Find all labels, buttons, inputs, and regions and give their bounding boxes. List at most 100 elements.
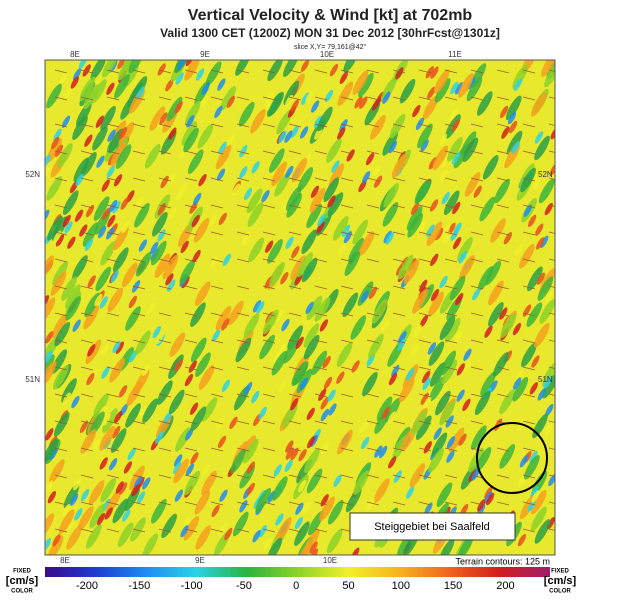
field-cell xyxy=(51,313,68,339)
wind-barb xyxy=(132,339,146,344)
field-cell xyxy=(422,377,431,391)
wind-barb xyxy=(444,258,458,263)
wind-barb xyxy=(54,150,68,155)
wind-barb xyxy=(392,339,406,344)
wind-barb xyxy=(418,285,432,290)
field-cell xyxy=(532,177,541,190)
field-cell xyxy=(142,398,158,424)
field-cell xyxy=(537,388,546,401)
field-cell xyxy=(285,440,294,453)
wind-barb xyxy=(262,231,276,236)
wind-barb xyxy=(184,69,198,74)
wind-barb xyxy=(444,366,458,371)
wind-barb xyxy=(314,474,328,479)
wind-barb xyxy=(54,258,68,263)
wind-barb xyxy=(262,150,276,155)
field-cell xyxy=(80,488,90,502)
wind-barb xyxy=(184,258,198,263)
field-cell xyxy=(45,428,54,441)
wind-barb xyxy=(522,474,536,479)
colorbar-tick-label: 0 xyxy=(293,580,299,592)
field-cell xyxy=(538,178,555,204)
wind-barb xyxy=(314,96,328,101)
field-cell xyxy=(466,76,483,102)
wind-barb xyxy=(314,447,328,452)
field-cell xyxy=(301,229,318,254)
field-cell xyxy=(115,144,132,169)
wind-barb xyxy=(548,474,555,477)
field-cell xyxy=(238,101,255,127)
wind-barb xyxy=(210,96,224,101)
field-cell xyxy=(321,441,330,455)
field-cell xyxy=(290,447,299,461)
wind-barb xyxy=(132,69,146,74)
wind-barb xyxy=(106,393,120,398)
wind-barb xyxy=(314,339,328,344)
field-cell xyxy=(127,447,136,461)
wind-barb xyxy=(340,204,354,209)
field-cell xyxy=(46,83,62,109)
field-cell xyxy=(399,377,415,403)
field-cell xyxy=(49,459,65,484)
field-cell xyxy=(109,357,125,383)
field-cell xyxy=(419,314,429,328)
field-cell xyxy=(447,136,463,162)
field-cell xyxy=(197,124,214,149)
field-cell xyxy=(283,60,299,77)
field-cell xyxy=(328,403,337,416)
wind-barb xyxy=(314,258,328,263)
field-cell xyxy=(121,262,138,288)
wind-barb xyxy=(418,69,432,74)
field-cell xyxy=(214,105,223,119)
wind-barb xyxy=(106,150,120,155)
field-cell xyxy=(239,144,248,158)
wind-barb xyxy=(236,150,250,155)
field-cell xyxy=(251,160,260,174)
field-cell xyxy=(45,255,55,280)
field-cell xyxy=(405,368,415,381)
field-cell xyxy=(66,518,75,532)
field-cell xyxy=(65,284,81,309)
field-cell xyxy=(534,519,551,544)
field-cell xyxy=(368,286,378,300)
field-cell xyxy=(544,423,553,436)
field-cell xyxy=(474,390,491,416)
field-cell xyxy=(351,547,360,555)
field-cell xyxy=(462,360,471,374)
field-cell xyxy=(508,120,518,134)
field-cell xyxy=(451,152,461,165)
field-cell xyxy=(410,345,419,358)
wind-barb xyxy=(236,393,250,398)
field-cell xyxy=(134,202,150,228)
wind-barb xyxy=(54,420,68,425)
field-cell xyxy=(275,309,284,322)
field-cell xyxy=(462,398,471,412)
field-cell xyxy=(297,252,313,278)
field-cell xyxy=(239,500,248,513)
field-cell xyxy=(195,352,211,377)
wind-barb xyxy=(418,123,432,128)
field-cell xyxy=(47,535,64,555)
wind-barb xyxy=(288,69,302,74)
wind-barb xyxy=(340,339,354,344)
highlight-circle xyxy=(476,422,548,494)
wind-barb xyxy=(340,123,354,128)
field-cell xyxy=(477,499,486,512)
field-cell xyxy=(451,119,460,132)
wind-barb xyxy=(314,231,328,236)
field-cell xyxy=(117,522,134,548)
wind-barb xyxy=(496,474,510,479)
wind-barb xyxy=(236,366,250,371)
field-cell xyxy=(157,63,166,76)
field-cell xyxy=(244,382,253,395)
field-cell xyxy=(179,259,196,285)
wind-barb xyxy=(444,474,458,479)
wind-barb xyxy=(184,420,198,425)
wind-barb xyxy=(392,150,406,155)
field-cell xyxy=(280,198,289,211)
wind-barb xyxy=(210,447,224,452)
wind-barb xyxy=(522,528,536,533)
field-cell xyxy=(121,220,130,234)
wind-barb xyxy=(54,177,68,182)
wind-barb xyxy=(314,285,328,290)
